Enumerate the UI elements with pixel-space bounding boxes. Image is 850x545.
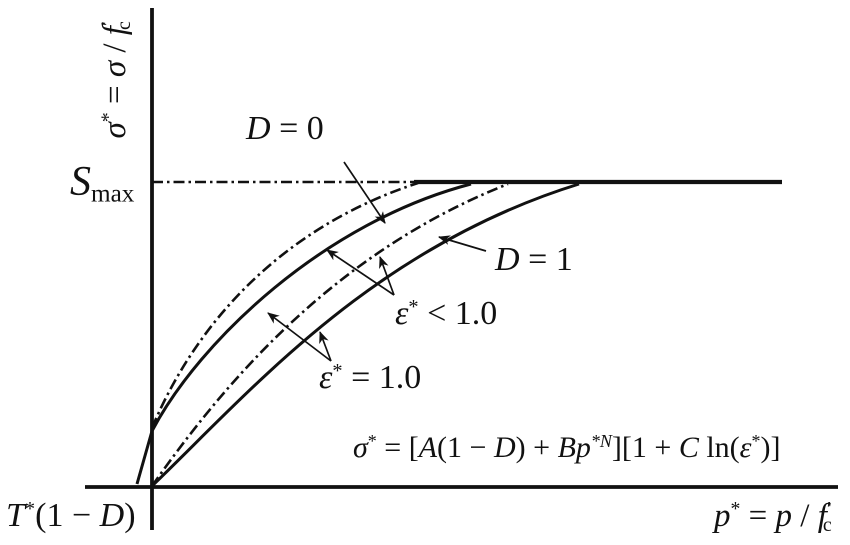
d0-var: D <box>246 110 271 147</box>
eps-lt-arrow-2 <box>379 256 395 296</box>
x-axis-title: p* = p / f′c <box>714 498 832 536</box>
eq-D: D <box>493 430 516 464</box>
eps-lt-label: ε* < 1.0 <box>395 297 497 331</box>
curve-d0-static <box>135 182 472 485</box>
x-axis-f: f <box>817 498 827 534</box>
eps-lt-star: * <box>408 296 419 318</box>
y-axis-title: σ* = σ / f′c <box>97 0 136 165</box>
x-axis-star: * <box>730 498 741 521</box>
t-close: ) <box>124 497 136 535</box>
smax-label: Smax <box>70 161 134 207</box>
curve-d1-static <box>150 182 580 488</box>
model-equation: σ* = [A(1 − D) + Bp*N][1 + C ln(ε*)] <box>353 432 780 463</box>
d1-var: D <box>495 241 520 278</box>
d1-label: D = 1 <box>495 243 573 277</box>
eq-Bp: Bp <box>557 430 591 464</box>
x-axis-p: p <box>714 498 731 534</box>
eq-eps-star: * <box>751 431 761 451</box>
smax-sub: max <box>91 180 135 208</box>
x-axis-prime: ′ <box>826 498 832 521</box>
d1-value: = 1 <box>519 241 573 278</box>
eps-eq-arrow-1 <box>267 312 332 362</box>
smax-base: S <box>70 159 91 205</box>
eq-starN: *N <box>590 431 612 451</box>
d0-value: = 0 <box>270 110 324 147</box>
eps-lt-arrow-1 <box>326 249 395 296</box>
t-base: T <box>6 497 25 535</box>
eq-A: A <box>418 430 438 464</box>
eq-paren1: (1 − <box>437 430 494 464</box>
eq-sigma: σ <box>353 430 368 464</box>
eps-eq-label: ε* = 1.0 <box>319 361 421 395</box>
tension-intercept-label: T*(1 − D) <box>6 499 136 533</box>
eq-star: * <box>367 431 377 451</box>
eps-eq-arrow-2 <box>319 331 332 362</box>
y-axis-sigma: σ <box>97 122 134 139</box>
curve-d1-low-rate <box>150 182 509 487</box>
x-axis-p2: p <box>775 498 793 534</box>
curve-d0-low-rate <box>150 181 419 429</box>
t-D: D <box>99 497 125 535</box>
eq-brackets: ][1 + <box>611 430 679 464</box>
eq-ln: ln( <box>698 430 740 464</box>
y-axis-equals: = <box>97 77 134 113</box>
eps-lt-value: < 1.0 <box>418 295 498 333</box>
eq-open: = [ <box>376 430 419 464</box>
d1-arrow <box>438 235 487 252</box>
t-open: (1 − <box>35 497 100 535</box>
eq-plus: ) + <box>515 430 558 464</box>
eps-eq-var: ε <box>319 359 333 397</box>
x-axis-slash: / <box>792 498 818 534</box>
eps-eq-value: = 1.0 <box>342 359 422 397</box>
t-star: * <box>24 498 36 520</box>
x-axis-equals: = <box>740 498 776 534</box>
d0-label: D = 0 <box>246 112 324 146</box>
eps-eq-star: * <box>332 360 343 382</box>
y-axis-sigma2: σ <box>97 60 134 78</box>
eq-close: )] <box>760 430 781 464</box>
y-axis-star: * <box>97 112 120 123</box>
eq-C: C <box>678 430 699 464</box>
eps-lt-var: ε <box>395 295 409 333</box>
d0-arrow <box>343 161 386 224</box>
eq-eps: ε <box>739 430 752 464</box>
y-axis-sub-c: c <box>113 21 136 31</box>
x-axis-sub-c: c <box>822 513 832 536</box>
y-axis-slash: / <box>97 35 134 61</box>
